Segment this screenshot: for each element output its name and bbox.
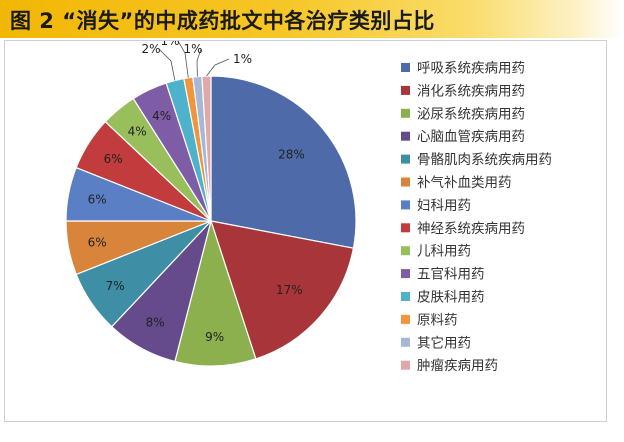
slice-percent-label: 8% xyxy=(146,316,165,330)
slice-percent-label: 6% xyxy=(88,236,107,250)
chart-area: 28% 17% 9% 8% 7% 6% 6% 6% 4% 4% 2% 1% 1% 1% 呼吸系统疾病用药消… xyxy=(4,40,607,422)
legend-swatch xyxy=(401,63,410,72)
legend-swatch xyxy=(401,154,410,164)
leader-line xyxy=(177,41,189,78)
legend-swatch xyxy=(401,108,410,118)
slice-percent-label: 1% xyxy=(233,52,252,66)
slice-percent-label: 28% xyxy=(278,148,305,162)
legend-label: 骨骼肌肉系统疾病用药 xyxy=(417,152,552,168)
leader-line xyxy=(196,48,202,77)
slice-percent-label: 6% xyxy=(88,192,107,206)
pie-slice xyxy=(210,75,357,249)
legend-label: 呼吸系统疾病用药 xyxy=(417,61,525,77)
legend-label: 心脑血管疾病用药 xyxy=(417,129,525,145)
legend-swatch xyxy=(401,223,410,233)
page-title: 图 2 “消失”的中成药批文中各治疗类别占比 xyxy=(10,9,435,33)
pie-slice xyxy=(174,218,257,367)
slice-percent-label: 4% xyxy=(128,125,147,139)
legend-swatch xyxy=(401,269,410,279)
slice-percent-label: 9% xyxy=(205,330,224,344)
legend-label: 妇科用药 xyxy=(417,197,471,214)
legend-swatch xyxy=(401,292,410,301)
slice-percent-label: 7% xyxy=(106,279,125,293)
legend-label: 神经系统疾病用药 xyxy=(417,221,525,237)
legend-label: 皮肤科用药 xyxy=(417,290,485,306)
legend-label: 其它用药 xyxy=(417,334,471,351)
legend-label: 肿瘤疾病用药 xyxy=(417,357,498,374)
title-banner: 图 2 “消失”的中成药批文中各治疗类别占比 xyxy=(0,0,624,38)
legend-swatch xyxy=(401,200,410,210)
slice-percent-label: 6% xyxy=(104,152,123,166)
legend-swatch xyxy=(401,337,410,347)
legend-swatch xyxy=(401,360,410,370)
legend-label: 消化系统疾病用药 xyxy=(417,83,525,99)
legend-swatch xyxy=(401,314,410,324)
leader-line xyxy=(206,58,230,77)
slice-percent-label: 1% xyxy=(183,42,202,56)
leader-line xyxy=(158,48,176,81)
legend-label: 原料药 xyxy=(417,312,458,328)
legend-label: 五官科用药 xyxy=(417,267,485,283)
legend-label: 补气补血类用药 xyxy=(417,175,512,191)
legend-swatch xyxy=(401,246,410,256)
slice-percent-label: 17% xyxy=(276,283,303,297)
legend-swatch xyxy=(401,177,410,187)
slice-percent-label: 2% xyxy=(141,42,160,56)
pie-slice xyxy=(210,220,355,360)
legend-swatch xyxy=(401,85,410,95)
pie-chart: 28%17%9%8%7%6%6%6%4%4%2%1%1%1% 呼吸系统疾病用药消… xyxy=(65,41,552,374)
legend-label: 儿科用药 xyxy=(417,244,471,260)
slice-percent-label: 4% xyxy=(152,109,171,123)
slice-percent-label: 1% xyxy=(160,41,179,48)
legend-label: 泌尿系统疾病用药 xyxy=(417,106,525,122)
legend-swatch xyxy=(401,131,410,141)
